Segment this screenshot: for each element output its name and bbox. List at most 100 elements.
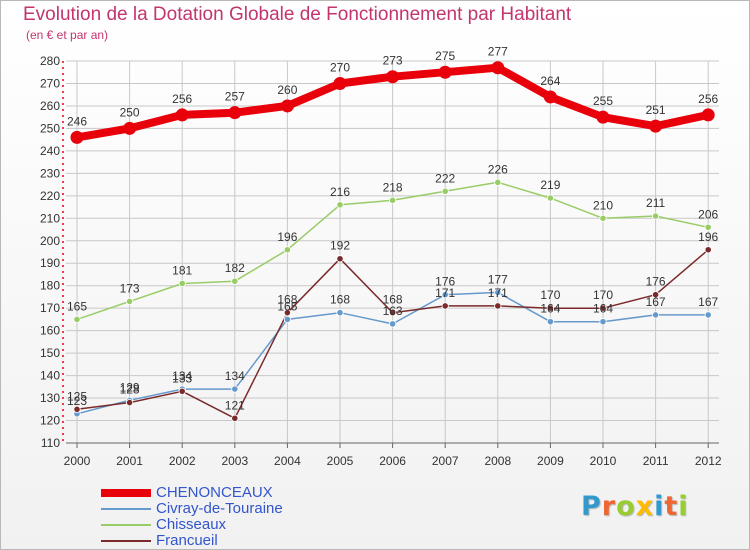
x-tick-label: 2010 [590, 454, 617, 468]
legend-swatch [101, 540, 151, 542]
data-point-chisseaux [388, 196, 397, 204]
data-label: 273 [383, 54, 403, 68]
data-label: 226 [488, 162, 508, 176]
data-label: 123 [67, 394, 87, 408]
data-point-civray-de-touraine [336, 309, 344, 317]
data-label: 256 [172, 92, 192, 106]
data-label: 264 [540, 74, 560, 88]
data-point-civray-de-touraine [283, 315, 291, 324]
x-tick-label: 2007 [432, 454, 459, 468]
legend-item: CHENONCEAUX [101, 484, 361, 501]
data-point-francueil [73, 405, 81, 413]
y-tick-label: 160 [40, 324, 60, 338]
data-label: 128 [120, 383, 140, 397]
data-point-chenonceaux [596, 110, 610, 124]
data-label: 250 [120, 105, 140, 119]
data-point-civray-de-touraine [704, 311, 712, 319]
data-label: 176 [646, 275, 666, 289]
data-point-chisseaux [599, 214, 607, 222]
data-point-francueil [283, 309, 291, 317]
x-tick-label: 2005 [327, 454, 354, 468]
y-tick-label: 280 [40, 54, 60, 68]
data-label: 196 [698, 230, 718, 244]
data-label: 170 [593, 288, 613, 302]
legend-label: Francueil [156, 532, 218, 549]
y-tick-label: 220 [40, 189, 60, 203]
data-label: 270 [330, 60, 350, 74]
data-label: 255 [593, 94, 613, 108]
data-point-chenonceaux [491, 61, 505, 75]
x-tick-label: 2001 [116, 454, 143, 468]
data-label: 256 [698, 92, 718, 106]
data-point-chenonceaux [70, 130, 84, 144]
x-tick-label: 2009 [537, 454, 564, 468]
data-label: 168 [330, 293, 350, 307]
data-label: 219 [540, 178, 560, 192]
legend-label: CHENONCEAUX [156, 484, 273, 501]
data-label: 260 [277, 83, 297, 97]
data-label: 211 [646, 196, 665, 210]
data-point-civray-de-touraine [546, 318, 555, 326]
data-label: 181 [172, 263, 192, 277]
data-point-francueil [704, 246, 712, 254]
proxiti-logo: Proxiti [581, 491, 689, 522]
data-point-chisseaux [546, 194, 555, 202]
legend-label: Chisseaux [156, 516, 227, 533]
data-label: 133 [172, 371, 192, 385]
data-point-chenonceaux [649, 119, 663, 133]
data-point-civray-de-touraine [651, 311, 660, 319]
data-point-chisseaux [336, 201, 344, 209]
y-tick-label: 130 [40, 391, 60, 405]
data-label: 275 [435, 49, 455, 63]
data-point-francueil [441, 302, 449, 310]
data-label: 246 [67, 114, 87, 128]
data-label: 164 [593, 302, 613, 316]
y-tick-label: 260 [40, 99, 60, 113]
y-tick-label: 170 [40, 301, 60, 315]
data-label: 206 [698, 207, 718, 221]
data-point-chisseaux [651, 212, 660, 220]
legend: CHENONCEAUX Civray-de-Touraine Chisseaux Fr… [101, 484, 361, 549]
data-point-chenonceaux [333, 76, 347, 90]
data-point-chenonceaux [280, 99, 294, 113]
data-point-chisseaux [494, 178, 502, 186]
data-point-chisseaux [283, 246, 291, 254]
data-label: 121 [225, 398, 245, 412]
data-point-civray-de-touraine [494, 288, 502, 297]
data-label: 167 [646, 295, 666, 309]
y-tick-label: 230 [40, 166, 60, 180]
x-tick-label: 2006 [379, 454, 406, 468]
chart-title: Evolution de la Dotation Globale de Fonc… [23, 4, 572, 25]
data-point-francueil [599, 304, 607, 312]
data-label: 173 [120, 281, 140, 295]
y-tick-label: 200 [40, 234, 60, 248]
data-point-chenonceaux [175, 108, 189, 122]
y-tick-label: 190 [40, 256, 60, 270]
x-tick-label: 2004 [274, 454, 301, 468]
legend-item: Civray-de-Touraine [101, 500, 361, 517]
data-point-chisseaux [126, 297, 134, 306]
y-tick-label: 240 [40, 144, 60, 158]
legend-swatch [101, 524, 151, 526]
y-tick-label: 120 [40, 414, 60, 428]
data-label: 171 [435, 286, 455, 300]
data-label: 210 [593, 198, 613, 212]
data-label: 222 [435, 171, 455, 185]
chart-subtitle: (en € et par an) [26, 28, 109, 42]
data-point-civray-de-touraine [231, 385, 239, 393]
legend-item: Francueil [101, 532, 361, 549]
x-tick-label: 2008 [484, 454, 511, 468]
data-label: 170 [540, 288, 560, 302]
data-label: 171 [488, 286, 508, 300]
y-tick-label: 250 [40, 121, 60, 135]
data-point-francueil [126, 398, 134, 407]
data-label: 168 [383, 293, 403, 307]
data-label: 257 [225, 90, 245, 104]
data-point-civray-de-touraine [599, 318, 607, 326]
data-label: 165 [67, 299, 87, 313]
data-point-francueil [336, 255, 344, 263]
legend-swatch [101, 508, 151, 510]
legend-label: Civray-de-Touraine [156, 500, 283, 517]
